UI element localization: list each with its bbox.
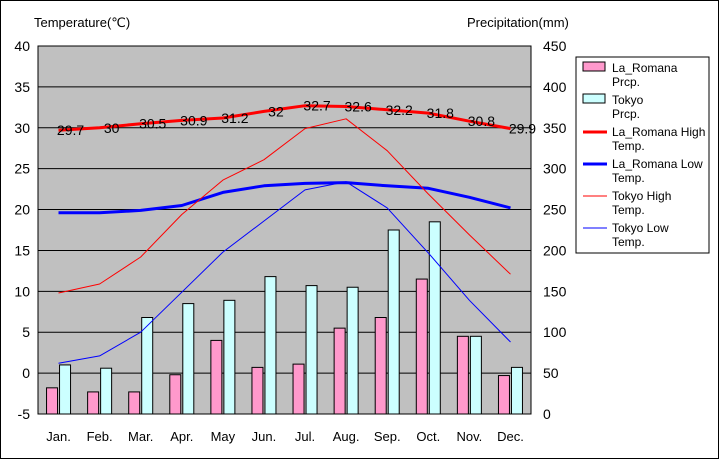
y-left-axis-title: Temperature(℃) <box>34 15 130 30</box>
temp-line-tokyo-high <box>58 118 511 294</box>
legend-swatch-bar <box>582 93 606 104</box>
legend: La_Romana Prcp. Tokyo Prcp. La_Romana High Te… <box>575 56 710 254</box>
left-tick-label: 25 <box>14 161 30 177</box>
precip-bar-la-romana <box>46 387 59 415</box>
temperature-lines <box>58 104 511 364</box>
right-axis-ticks: 0 50 100 150 200 250 300 350 400 450 <box>543 38 567 422</box>
month-label: Mar. <box>128 429 153 444</box>
month-label: Sep. <box>374 429 401 444</box>
high-temp-data-label: 29.7 <box>57 122 84 138</box>
right-tick-label: 0 <box>543 406 551 422</box>
temp-line-la-romana-low <box>58 181 511 215</box>
y-right-axis-title: Precipitation(mm) <box>467 15 569 30</box>
month-label: Jul. <box>295 429 315 444</box>
high-temp-data-label: 32 <box>268 103 284 119</box>
legend-label: La_Romana Prcp. <box>612 61 678 89</box>
precip-bar-tokyo <box>346 286 359 415</box>
precip-bar-la-romana <box>497 375 510 415</box>
temp-line-tokyo-low <box>58 181 511 364</box>
high-temp-data-label: 32.6 <box>345 99 372 115</box>
month-label: Nov. <box>456 429 482 444</box>
precip-bar-la-romana <box>456 335 469 415</box>
legend-label: La_Romana High Temp. <box>612 125 705 153</box>
right-tick-label: 200 <box>543 242 567 258</box>
right-tick-label: 100 <box>543 324 567 340</box>
month-label: Apr. <box>170 429 193 444</box>
right-tick-label: 350 <box>543 120 567 136</box>
high-temp-data-label: 30.5 <box>139 116 166 132</box>
high-temp-data-label: 29.9 <box>509 121 536 137</box>
category-labels: Jan. Feb. Mar. Apr. May Jun. Jul. Aug. Sep. Oct. N… <box>46 429 524 444</box>
high-temp-data-label: 32.7 <box>303 98 330 114</box>
month-label: Dec. <box>497 429 524 444</box>
month-label: Jan. <box>46 429 71 444</box>
precip-bar-la-romana <box>169 374 182 415</box>
left-tick-label: 15 <box>14 242 30 258</box>
left-tick-label: 40 <box>14 38 30 54</box>
precip-bar-la-romana <box>210 339 223 415</box>
left-tick-label: 0 <box>22 365 30 381</box>
legend-box <box>575 56 710 254</box>
precip-bar-tokyo <box>510 366 523 415</box>
precip-bar-la-romana <box>87 391 100 415</box>
month-label: Oct. <box>416 429 440 444</box>
high-temp-data-label: 31.2 <box>221 110 248 126</box>
right-tick-label: 150 <box>543 283 567 299</box>
precipitation-bars <box>46 221 523 415</box>
gridlines <box>38 86 531 374</box>
month-label: Feb. <box>87 429 113 444</box>
left-tick-label: 10 <box>14 283 30 299</box>
month-label: Jun. <box>252 429 277 444</box>
precip-bar-tokyo <box>305 285 318 415</box>
legend-label: Tokyo High Temp. <box>612 189 671 217</box>
precip-bar-tokyo <box>428 221 441 415</box>
left-tick-label: 20 <box>14 202 30 218</box>
high-temp-data-label: 30.8 <box>468 113 495 129</box>
precip-bar-la-romana <box>128 391 141 415</box>
left-axis-ticks: -5 0 5 10 15 20 25 30 35 40 <box>14 38 30 422</box>
precip-bar-tokyo <box>264 276 277 415</box>
high-temp-data-label: 31.8 <box>427 105 454 121</box>
precip-bar-la-romana <box>415 278 428 415</box>
high-temp-data-label: 32.2 <box>386 102 413 118</box>
legend-swatch-bar <box>582 61 606 72</box>
high-temp-data-label: 30.9 <box>180 112 207 128</box>
right-tick-label: 250 <box>543 202 567 218</box>
left-tick-label: -5 <box>18 406 31 422</box>
left-tick-label: 5 <box>22 324 30 340</box>
right-tick-label: 300 <box>543 161 567 177</box>
left-tick-label: 30 <box>14 120 30 136</box>
legend-label: Tokyo Prcp. <box>612 93 644 121</box>
precip-bar-la-romana <box>251 366 264 415</box>
high-temp-data-label: 30 <box>104 120 120 136</box>
precip-bar-la-romana <box>292 363 305 415</box>
precip-bar-tokyo <box>469 335 482 415</box>
data-labels: 29.7 30 30.5 30.9 31.2 32 32.7 32.6 32.2 31.8 30.8… <box>57 98 536 139</box>
right-tick-label: 400 <box>543 79 567 95</box>
precip-bar-tokyo <box>387 229 400 415</box>
precip-bar-tokyo <box>223 299 236 415</box>
legend-label: Tokyo Low Temp. <box>612 221 669 249</box>
right-tick-label: 50 <box>543 365 559 381</box>
month-label: Aug. <box>333 429 360 444</box>
temp-line-la-romana-high <box>58 104 511 132</box>
precip-bar-la-romana <box>333 327 346 415</box>
precip-bar-tokyo <box>59 364 72 415</box>
precip-bar-tokyo <box>141 317 154 415</box>
right-tick-label: 450 <box>543 38 567 54</box>
precip-bar-la-romana <box>374 317 387 415</box>
left-tick-label: 35 <box>14 79 30 95</box>
legend-label: La_Romana Low Temp. <box>612 157 703 185</box>
month-label: May <box>211 429 236 444</box>
precip-bar-tokyo <box>100 367 113 415</box>
precip-bar-tokyo <box>182 303 195 415</box>
